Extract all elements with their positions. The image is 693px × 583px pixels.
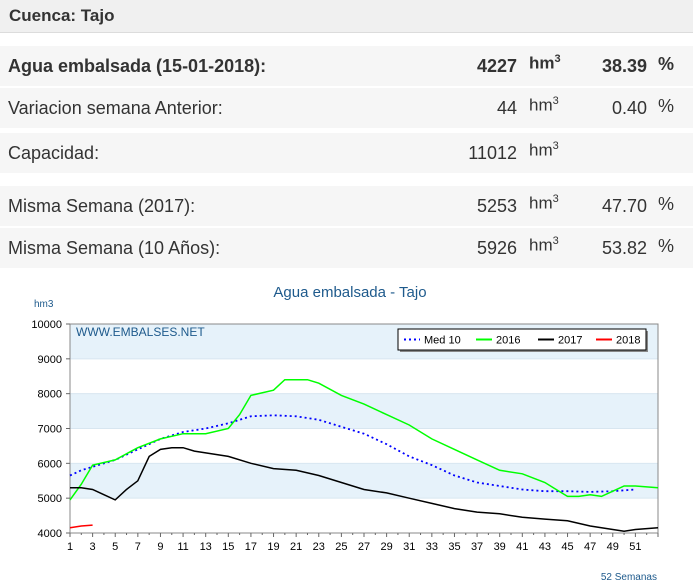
series-line-2016 — [69, 378, 659, 501]
y-axis-label: hm3 — [34, 299, 54, 310]
row-value: 5926 — [476, 238, 517, 258]
x-tick-label: 25 — [335, 541, 347, 553]
row-weekly-change: Variacion semana Anterior: 44 hm3 0.40 % — [0, 88, 693, 128]
x-tick-label: 9 — [157, 541, 163, 553]
x-tick-label: 29 — [380, 541, 392, 553]
x-tick-label: 45 — [561, 541, 573, 553]
row-unit: hm3 — [529, 140, 559, 160]
y-tick-label: 4000 — [38, 528, 62, 540]
legend-box — [397, 328, 647, 351]
row-percent-sign: % — [658, 54, 675, 74]
y-tick-label: 7000 — [38, 424, 62, 436]
basin-header: Cuenca: Tajo — [0, 0, 693, 33]
row-unit: hm3 — [529, 53, 561, 73]
x-tick-label: 11 — [177, 541, 188, 553]
row-percent: 53.82 — [601, 238, 647, 258]
row-stored-water: Agua embalsada (15-01-2018): 4227 hm3 38… — [0, 46, 693, 86]
row-label: Misma Semana (10 Años): — [8, 238, 221, 258]
chart-legend: Med 10 2016 2017 2018 — [397, 328, 648, 352]
row-percent: 38.39 — [601, 56, 647, 76]
grid-band — [70, 463, 658, 499]
row-label: Capacidad: — [8, 143, 100, 163]
legend-label: 2017 — [558, 335, 582, 347]
x-tick-label: 37 — [471, 541, 483, 553]
x-tick-label: 47 — [584, 541, 596, 553]
x-tick-label: 7 — [135, 541, 141, 553]
x-tick-label: 33 — [426, 541, 438, 553]
y-tick-label: 8000 — [38, 389, 62, 401]
x-tick-label: 15 — [222, 541, 234, 553]
row-same-week-last-year: Misma Semana (2017): 5253 hm3 47.70 % — [0, 186, 693, 226]
x-tick-label: 19 — [267, 541, 279, 553]
row-percent: 47.70 — [601, 196, 647, 216]
x-tick-label: 23 — [313, 541, 325, 553]
row-unit: hm3 — [529, 235, 559, 255]
x-tick-label: 51 — [629, 541, 641, 553]
series-line-2018 — [69, 524, 93, 529]
x-tick-label: 39 — [494, 541, 506, 553]
row-value: 11012 — [468, 143, 517, 163]
row-same-week-10-years: Misma Semana (10 Años): 5926 hm3 53.82 % — [0, 228, 693, 268]
x-tick-label: 43 — [539, 541, 551, 553]
x-tick-label: 21 — [290, 541, 302, 553]
basin-title: Cuenca: Tajo — [9, 6, 115, 25]
row-label: Variacion semana Anterior: — [8, 98, 223, 118]
x-tick-label: 5 — [112, 541, 118, 553]
row-value: 44 — [496, 98, 517, 118]
legend-label: Med 10 — [424, 335, 461, 347]
x-tick-label: 3 — [90, 541, 96, 553]
y-tick-label: 5000 — [38, 493, 62, 505]
row-value: 4227 — [476, 56, 517, 76]
legend-label: 2016 — [496, 335, 520, 347]
row-unit: hm3 — [529, 95, 559, 115]
x-tick-label: 17 — [245, 541, 257, 553]
grid-band — [70, 393, 658, 429]
watermark-text: WWW.EMBALSES.NET — [76, 325, 205, 339]
x-tick-label: 41 — [516, 541, 528, 553]
y-tick-label: 6000 — [38, 458, 62, 470]
y-tick-label: 9000 — [38, 354, 62, 366]
row-percent: 0.40 — [611, 98, 647, 118]
x-tick-label: 49 — [607, 541, 619, 553]
row-capacity: Capacidad: 11012 hm3 — [0, 133, 693, 173]
x-tick-label: 31 — [403, 541, 415, 553]
legend-label: 2018 — [616, 335, 640, 347]
row-label: Agua embalsada (15-01-2018): — [8, 56, 267, 76]
x-tick-label: 35 — [448, 541, 460, 553]
series-line-2017 — [70, 446, 659, 533]
row-percent-sign: % — [658, 96, 675, 116]
row-label: Misma Semana (2017): — [8, 196, 196, 216]
x-tick-label: 27 — [358, 541, 370, 553]
row-value: 5253 — [476, 196, 517, 216]
chart-title: Agua embalsada - Tajo — [273, 284, 426, 301]
y-tick-label: 10000 — [31, 319, 62, 331]
row-percent-sign: % — [658, 236, 675, 256]
row-percent-sign: % — [658, 194, 675, 214]
series-line-med-10 — [69, 414, 636, 493]
x-tick-label: 1 — [67, 541, 73, 553]
x-axis-label: 52 Semanas — [601, 572, 657, 583]
x-tick-label: 13 — [200, 541, 212, 553]
row-unit: hm3 — [529, 193, 559, 213]
